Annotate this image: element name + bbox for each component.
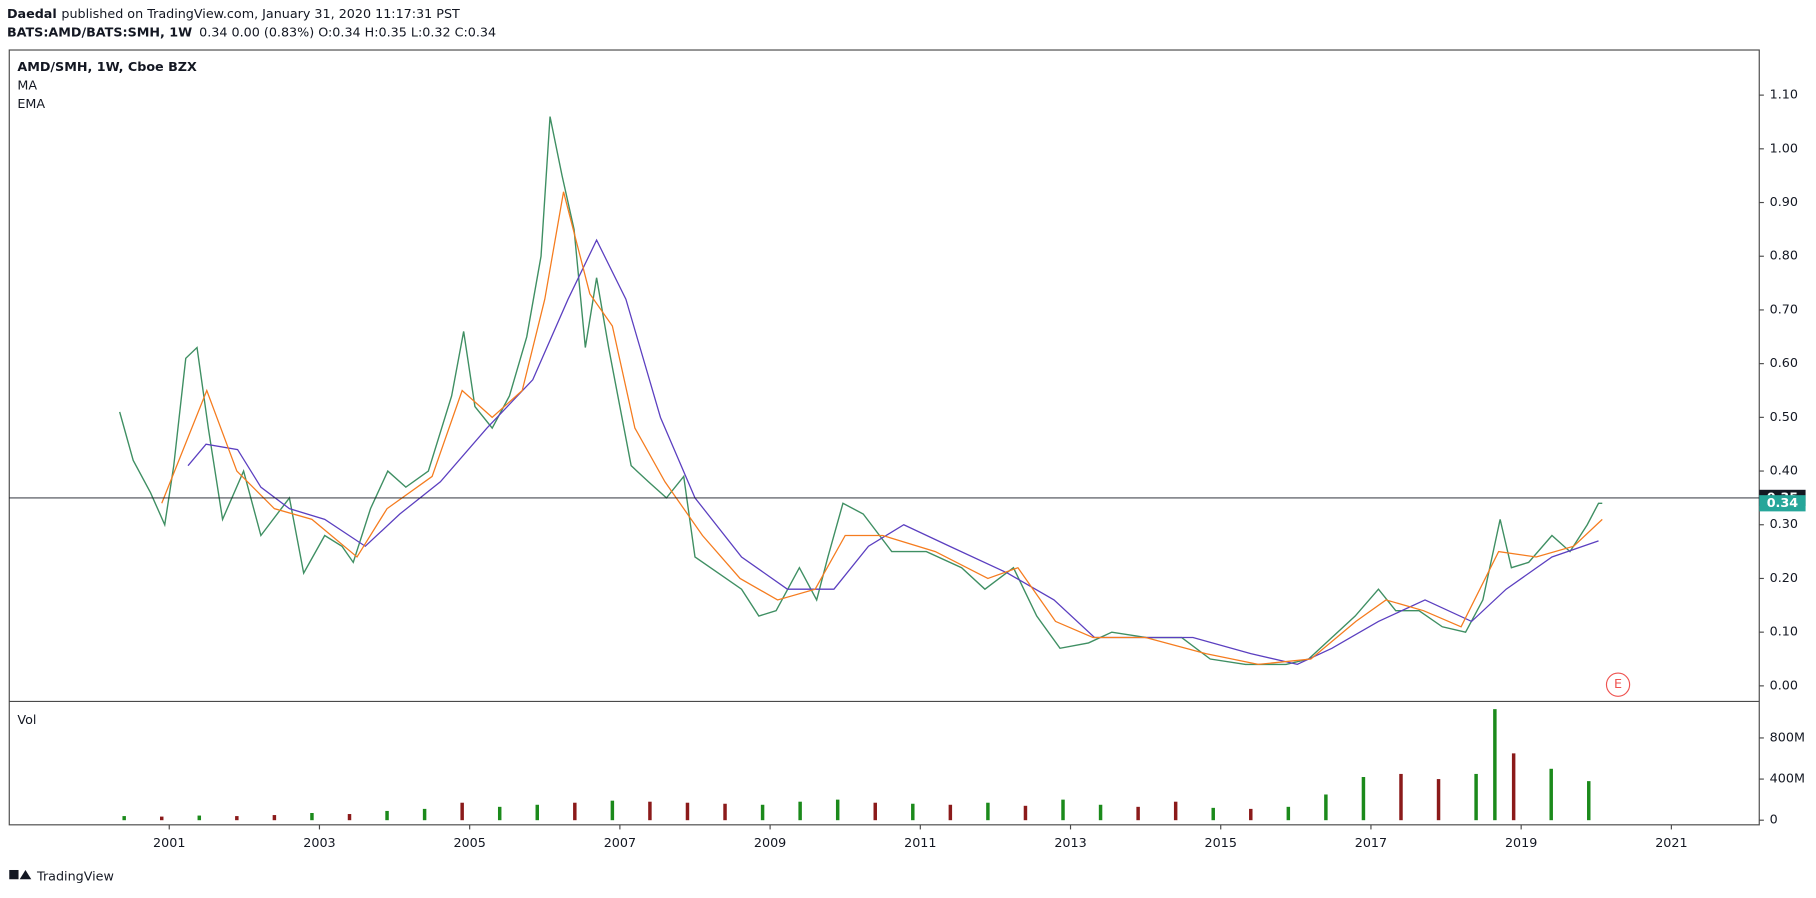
volume-bar (1493, 709, 1497, 821)
volume-bar (1173, 801, 1178, 821)
volume-bar (422, 808, 427, 821)
y-tick-label: 0.80 (1770, 249, 1798, 264)
volume-bar (385, 810, 389, 821)
volume-bar (1136, 806, 1140, 821)
symbol: BATS:AMD/BATS:SMH, 1W (7, 25, 192, 40)
volume-bar (197, 815, 202, 821)
x-tick-label: 2009 (754, 836, 786, 851)
volume-bar (122, 816, 126, 821)
x-tick-label: 2001 (153, 836, 185, 851)
volume-bar (1061, 799, 1065, 821)
volume-bar (948, 804, 953, 821)
quote: 0.34 0.00 (0.83%) O:0.34 H:0.35 L:0.32 C… (199, 25, 496, 40)
event-marker (1605, 672, 1631, 697)
legend-entry: EMA (17, 97, 45, 112)
y-tick-label: 0.70 (1770, 302, 1798, 317)
y-tick-label: 0.60 (1770, 356, 1798, 371)
volume-bar (573, 802, 577, 821)
volume-bar (685, 802, 690, 821)
volume-bar (497, 806, 502, 821)
volume-bar (1023, 805, 1028, 821)
y-tick-label: 0.50 (1770, 410, 1798, 425)
volume-bar (760, 804, 765, 821)
price-label-box (1759, 495, 1806, 512)
x-tick-label: 2003 (303, 836, 335, 851)
volume-bar (610, 800, 615, 821)
volume-bar (1324, 794, 1328, 821)
volume-bar (1587, 781, 1591, 821)
volume-bar (798, 801, 802, 821)
y-tick-label: 0.90 (1770, 195, 1798, 210)
volume-bar (235, 816, 239, 821)
volume-bar (911, 803, 915, 821)
panel-title: Vol (17, 713, 36, 728)
brand-logo (9, 869, 32, 880)
volume-bar (347, 814, 352, 821)
x-tick-label: 2021 (1655, 836, 1687, 851)
panel-frame (8, 49, 1760, 826)
volume-bar (1511, 753, 1516, 821)
price-label: 0.34 (1767, 496, 1799, 511)
series-line (161, 191, 1603, 666)
volume-bar (310, 812, 314, 821)
x-tick-label: 2007 (604, 836, 636, 851)
legend-entry: MA (17, 78, 37, 93)
volume-bar (1361, 777, 1366, 821)
publish-line: Daedal published on TradingView.com, Janu… (7, 7, 460, 22)
x-tick-label: 2017 (1355, 836, 1387, 851)
volume-bar (835, 799, 840, 821)
volume-bar (460, 802, 464, 821)
volume-bar (1098, 804, 1103, 821)
x-tick-label: 2011 (904, 836, 936, 851)
series-line (119, 116, 1603, 666)
volume-bar (272, 815, 277, 821)
quote-line: BATS:AMD/BATS:SMH, 1W 0.34 0.00 (0.83%) O… (7, 25, 496, 40)
volume-bar (873, 802, 877, 821)
volume-bar (535, 804, 540, 821)
event-label: E (1614, 677, 1622, 692)
volume-bar (648, 801, 652, 821)
legend-entry: AMD/SMH, 1W, Cboe BZX (17, 60, 197, 75)
volume-bar (1474, 773, 1478, 821)
x-tick-label: 2019 (1505, 836, 1537, 851)
published: published on TradingView.com, January 31… (61, 7, 460, 22)
y-tick-label: 0 (1770, 813, 1778, 828)
y-tick-label: 0.30 (1770, 517, 1798, 532)
y-tick-label: 800M (1770, 730, 1805, 745)
y-tick-label: 0.20 (1770, 571, 1798, 586)
volume-bar (1436, 779, 1441, 821)
y-tick-label: 400M (1770, 772, 1805, 787)
author: Daedal (7, 7, 57, 22)
series-line (187, 238, 1599, 666)
volume-bar (723, 803, 727, 821)
volume-bar (159, 816, 164, 821)
volume-bar (1549, 768, 1553, 821)
y-tick-label: 1.10 (1770, 88, 1798, 103)
x-tick-label: 2015 (1205, 836, 1237, 851)
y-tick-label: 1.00 (1770, 141, 1798, 156)
brand: TradingView (36, 869, 114, 884)
y-tick-label: 0.40 (1770, 464, 1798, 479)
y-tick-label: 0.10 (1770, 625, 1798, 640)
volume-bar (1249, 808, 1253, 821)
x-tick-label: 2013 (1054, 836, 1086, 851)
volume-bar (1286, 806, 1291, 821)
volume-bar (1399, 773, 1403, 821)
volume-bar (1211, 807, 1215, 821)
x-tick-label: 2005 (453, 836, 485, 851)
y-tick-label: 0.00 (1770, 678, 1798, 693)
volume-bar (986, 802, 990, 821)
